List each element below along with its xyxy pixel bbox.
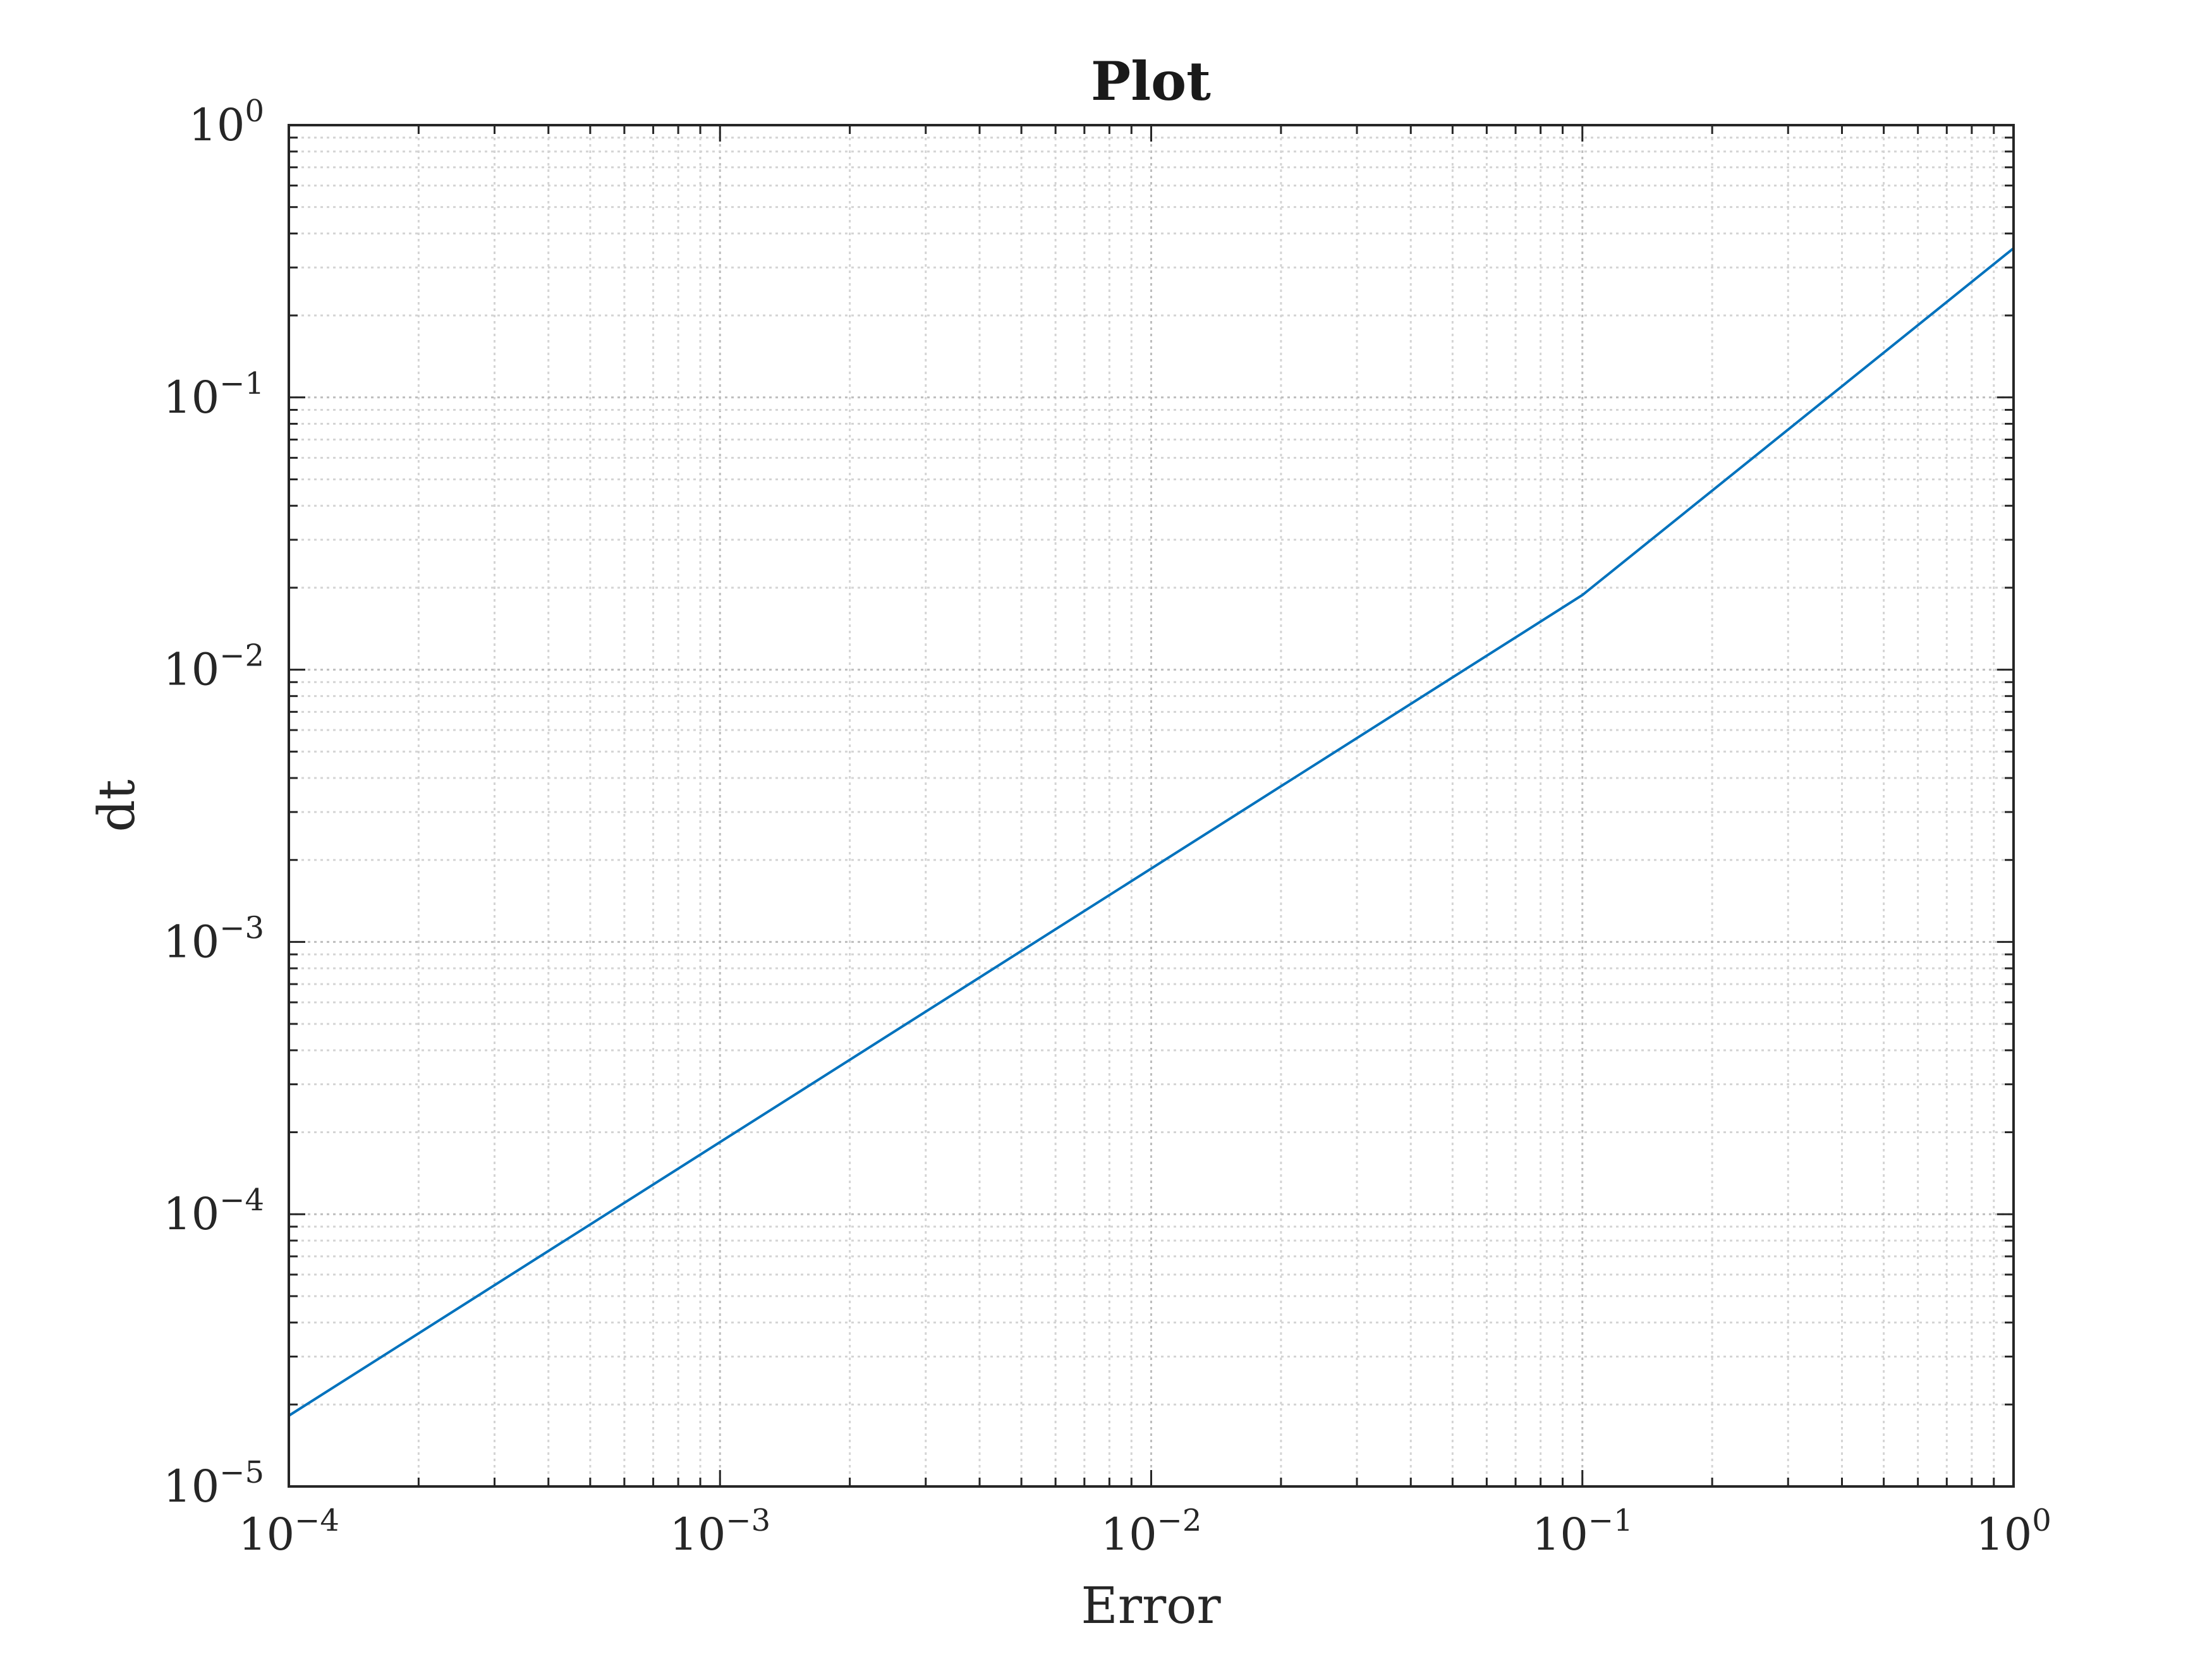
x-tick-label-exponent: −1 — [1588, 1503, 1633, 1538]
x-tick-label-exponent: −2 — [1157, 1503, 1202, 1538]
series-line — [288, 247, 2015, 1417]
x-tick-label: 100 — [1976, 1503, 2051, 1560]
x-tick-label-exponent: −3 — [726, 1503, 770, 1538]
x-tick-label-base: 10 — [238, 1509, 295, 1560]
y-tick-label-exponent: −3 — [219, 910, 264, 945]
y-tick-label-base: 10 — [163, 1461, 219, 1512]
x-tick-label: 10−3 — [669, 1503, 770, 1560]
y-tick-label-base: 10 — [163, 1188, 219, 1240]
x-tick-labels: 10−4 10−3 10−2 10−1 100 — [238, 1503, 2051, 1560]
x-axis-label: Error — [1081, 1576, 1221, 1635]
x-tick-label-exponent: 0 — [2032, 1503, 2051, 1538]
y-tick-label: 10−4 — [163, 1182, 264, 1240]
y-tick-label-base: 10 — [163, 644, 219, 696]
x-tick-label-exponent: −4 — [295, 1503, 339, 1538]
y-tick-label-base: 10 — [163, 372, 219, 423]
x-tick-label: 10−4 — [238, 1503, 339, 1560]
x-tick-label-base: 10 — [1532, 1509, 1588, 1560]
y-tick-label-base: 10 — [163, 916, 219, 968]
plot-area — [289, 125, 2014, 1486]
x-tick-label-base: 10 — [669, 1509, 726, 1560]
y-tick-label-exponent: 0 — [245, 94, 264, 129]
x-tick-label: 10−2 — [1101, 1503, 1202, 1560]
x-tick-label-base: 10 — [1101, 1509, 1157, 1560]
x-tick-label: 10−1 — [1532, 1503, 1633, 1560]
y-tick-label: 10−5 — [163, 1455, 264, 1512]
y-tick-label: 100 — [188, 94, 264, 151]
chart-title: Plot — [1091, 50, 1211, 112]
y-tick-label-base: 10 — [188, 99, 245, 151]
y-tick-label-exponent: −1 — [219, 366, 264, 401]
y-tick-label: 10−2 — [163, 638, 264, 696]
y-tick-label-exponent: −5 — [219, 1455, 264, 1490]
tick-marks — [288, 124, 2015, 1488]
y-tick-label: 10−3 — [163, 910, 264, 968]
x-tick-label-base: 10 — [1976, 1509, 2032, 1560]
y-tick-label-exponent: −2 — [219, 638, 264, 674]
y-tick-label: 10−1 — [163, 366, 264, 423]
y-axis-label: dt — [87, 779, 146, 832]
series-layer — [288, 247, 2015, 1417]
y-tick-label-exponent: −4 — [219, 1182, 264, 1218]
